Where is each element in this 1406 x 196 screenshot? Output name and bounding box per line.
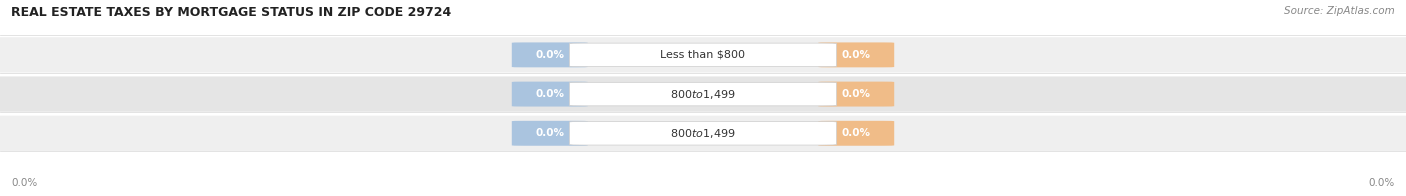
FancyBboxPatch shape bbox=[818, 42, 894, 67]
FancyBboxPatch shape bbox=[569, 122, 837, 145]
FancyBboxPatch shape bbox=[818, 82, 894, 107]
FancyBboxPatch shape bbox=[0, 76, 1406, 112]
FancyBboxPatch shape bbox=[569, 43, 837, 67]
Text: REAL ESTATE TAXES BY MORTGAGE STATUS IN ZIP CODE 29724: REAL ESTATE TAXES BY MORTGAGE STATUS IN … bbox=[11, 6, 451, 19]
Text: 0.0%: 0.0% bbox=[536, 128, 564, 138]
Text: Source: ZipAtlas.com: Source: ZipAtlas.com bbox=[1284, 6, 1395, 16]
Text: 0.0%: 0.0% bbox=[842, 50, 870, 60]
FancyBboxPatch shape bbox=[0, 116, 1406, 151]
Text: 0.0%: 0.0% bbox=[536, 50, 564, 60]
FancyBboxPatch shape bbox=[512, 42, 588, 67]
Text: $800 to $1,499: $800 to $1,499 bbox=[671, 127, 735, 140]
FancyBboxPatch shape bbox=[0, 37, 1406, 73]
Text: 0.0%: 0.0% bbox=[1368, 178, 1395, 188]
FancyBboxPatch shape bbox=[512, 82, 588, 107]
Text: 0.0%: 0.0% bbox=[11, 178, 38, 188]
Text: 0.0%: 0.0% bbox=[842, 89, 870, 99]
FancyBboxPatch shape bbox=[818, 121, 894, 146]
Text: 0.0%: 0.0% bbox=[842, 128, 870, 138]
FancyBboxPatch shape bbox=[569, 82, 837, 106]
Text: $800 to $1,499: $800 to $1,499 bbox=[671, 88, 735, 101]
Text: 0.0%: 0.0% bbox=[536, 89, 564, 99]
Text: Less than $800: Less than $800 bbox=[661, 50, 745, 60]
FancyBboxPatch shape bbox=[512, 121, 588, 146]
